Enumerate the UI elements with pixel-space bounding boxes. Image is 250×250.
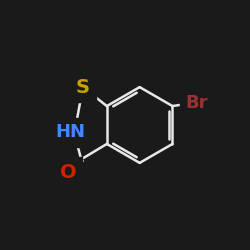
Text: HN: HN [55, 124, 85, 142]
Text: Br: Br [186, 94, 208, 112]
Text: S: S [76, 78, 90, 97]
Text: O: O [60, 163, 76, 182]
